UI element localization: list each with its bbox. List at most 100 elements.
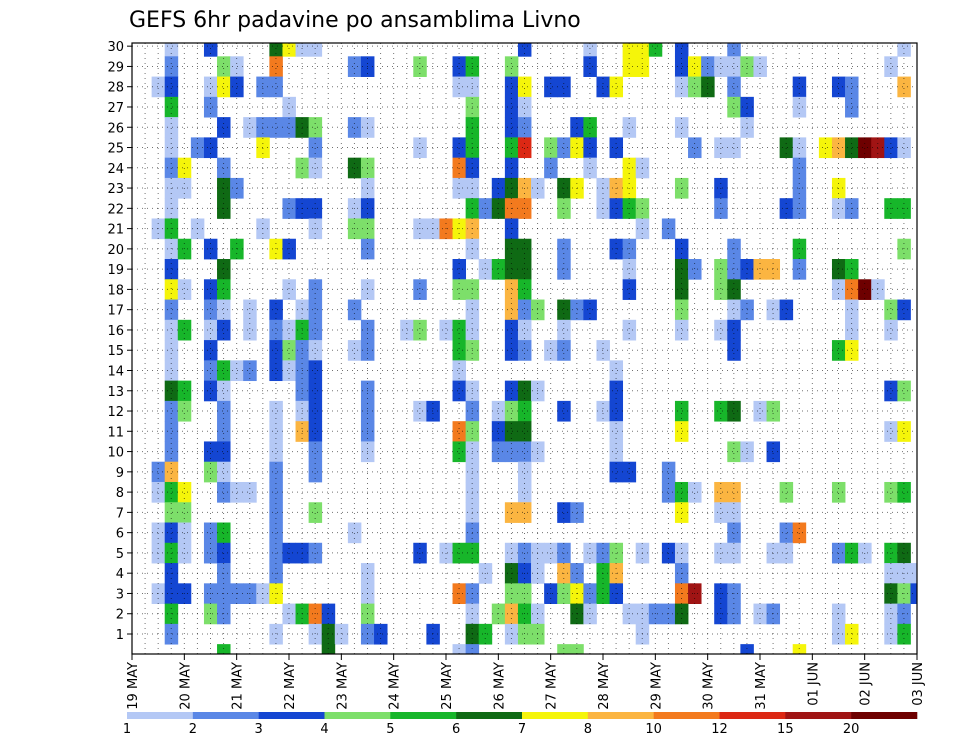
precip-cell xyxy=(374,623,388,645)
precip-cell xyxy=(674,76,689,98)
precip-cell xyxy=(727,137,741,159)
precip-cell xyxy=(282,360,296,382)
precip-cell xyxy=(347,117,362,138)
precip-cell xyxy=(557,319,571,341)
precip-cell xyxy=(674,299,689,321)
precip-cell xyxy=(504,96,519,118)
precip-cell xyxy=(269,299,283,321)
precip-cell xyxy=(557,238,571,260)
precip-cell xyxy=(517,137,532,159)
precip-cell xyxy=(504,502,519,523)
precip-cell xyxy=(334,623,349,645)
y-tick-label: 8 xyxy=(116,486,124,501)
precip-cell xyxy=(217,56,231,77)
precip-cell xyxy=(674,238,689,260)
y-tick-label: 19 xyxy=(107,263,124,278)
precip-cell xyxy=(308,380,323,402)
precip-cell xyxy=(609,76,624,98)
precip-cell xyxy=(203,96,218,118)
precip-cell xyxy=(203,522,218,544)
y-tick-label: 26 xyxy=(107,121,124,136)
y-tick-label: 9 xyxy=(116,466,124,481)
y-tick-label: 3 xyxy=(116,587,124,602)
precip-cell xyxy=(217,522,231,544)
precip-cell xyxy=(203,43,218,57)
precip-cell xyxy=(884,380,898,402)
precip-cell xyxy=(557,137,571,159)
precip-cell xyxy=(609,441,624,463)
precip-cell xyxy=(164,117,179,138)
precip-cell xyxy=(884,421,898,442)
precip-cell xyxy=(727,340,741,361)
precip-cell xyxy=(766,299,781,321)
precip-cell xyxy=(622,238,637,260)
precip-cell xyxy=(609,421,624,442)
y-tick-label: 29 xyxy=(107,60,124,75)
precip-cell xyxy=(269,117,283,138)
precip-cell xyxy=(661,481,676,503)
precip-cell xyxy=(164,43,179,57)
precip-cell xyxy=(164,623,179,645)
plot-frame xyxy=(131,42,918,655)
precip-cell xyxy=(884,319,898,341)
precip-cell xyxy=(831,340,846,361)
legend-swatch xyxy=(324,712,391,719)
precip-cell xyxy=(164,76,179,98)
precip-cell xyxy=(727,441,741,463)
precip-cell xyxy=(491,400,506,422)
precip-cell xyxy=(727,259,741,280)
precip-cell xyxy=(845,299,859,321)
x-tick-label: 30 MAY xyxy=(702,662,717,710)
precip-cell xyxy=(439,319,453,341)
precip-cell xyxy=(243,117,257,138)
precip-cell xyxy=(413,279,427,300)
precip-cell xyxy=(269,76,283,98)
precip-cell xyxy=(831,481,846,503)
legend-swatch xyxy=(719,712,786,719)
precip-cell xyxy=(714,319,728,341)
precip-cell xyxy=(779,522,794,544)
precip-cell xyxy=(164,259,179,280)
precip-cell xyxy=(740,644,754,655)
precip-cell xyxy=(583,43,597,57)
x-tick-label: 25 MAY xyxy=(440,662,455,710)
chart-title: GEFS 6hr padavine po ansamblima Livno xyxy=(129,8,581,33)
precip-cell xyxy=(688,137,702,159)
precip-cell xyxy=(217,157,231,179)
precip-cell xyxy=(151,461,166,483)
precip-cell xyxy=(557,259,571,280)
legend-label: 12 xyxy=(711,722,728,737)
legend-swatch xyxy=(785,712,852,719)
precip-cell xyxy=(243,319,257,341)
precip-cell xyxy=(504,157,519,179)
precip-cell xyxy=(203,137,218,159)
precip-cell xyxy=(269,238,283,260)
precip-cell xyxy=(753,259,767,280)
y-tick-label: 22 xyxy=(107,202,124,217)
precip-cell xyxy=(596,76,610,98)
heatmap-cells xyxy=(151,43,918,655)
precip-cell xyxy=(269,623,283,645)
precip-cell xyxy=(164,421,179,442)
y-tick-label: 1 xyxy=(116,628,124,643)
precip-cell xyxy=(269,319,283,341)
precip-cell xyxy=(491,421,506,442)
y-tick-label: 12 xyxy=(107,405,124,420)
precip-cell xyxy=(151,522,166,544)
precip-cell xyxy=(243,481,257,503)
y-tick-label: 2 xyxy=(116,608,124,623)
precip-cell xyxy=(609,238,624,260)
precip-cell xyxy=(203,279,218,300)
precip-cell xyxy=(583,137,597,159)
precip-cell xyxy=(203,76,218,98)
precip-cell xyxy=(897,238,911,260)
precip-cell xyxy=(779,299,794,321)
precip-cell xyxy=(858,137,872,159)
precip-cell xyxy=(674,421,689,442)
precip-cell xyxy=(504,441,519,463)
precip-cell xyxy=(151,76,166,98)
precip-cell xyxy=(714,56,728,77)
precip-cell xyxy=(714,481,728,503)
precip-cell xyxy=(308,299,323,321)
precip-cell xyxy=(164,360,179,382)
